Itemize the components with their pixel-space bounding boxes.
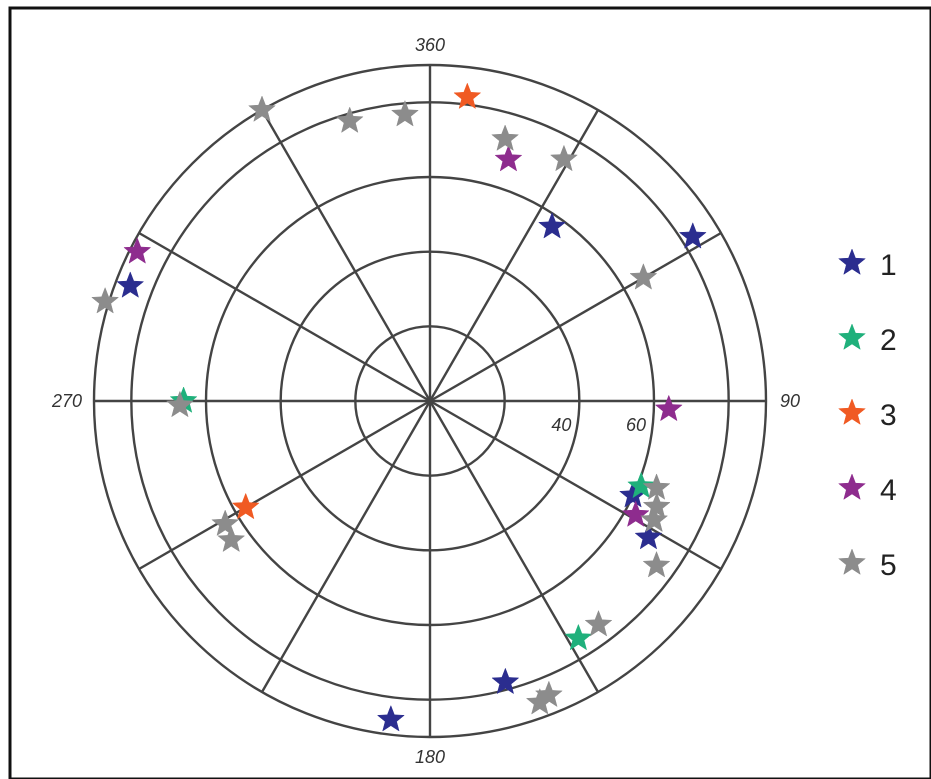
series-5-point-14 <box>165 390 194 418</box>
angle-label-90: 90 <box>780 391 800 411</box>
angular-grid-line-150 <box>428 400 600 693</box>
legend-label-3: 3 <box>880 399 897 432</box>
legend-label-4: 4 <box>880 474 897 507</box>
series-5-point-13 <box>211 509 240 536</box>
series-1-point-7 <box>116 271 145 298</box>
angle-label-360: 360 <box>415 35 445 55</box>
series-5-point-8 <box>642 550 671 578</box>
angular-grid-line-210 <box>260 400 432 693</box>
series-1-point-2 <box>678 222 707 249</box>
series-4-point-3 <box>621 500 650 527</box>
legend-label-2: 2 <box>880 324 897 357</box>
angular-grid-line-330 <box>260 109 432 402</box>
angular-grid-line-60 <box>429 231 722 403</box>
series-3-point-2 <box>231 492 260 520</box>
series-1-point-5 <box>491 667 520 695</box>
series-5-point-15 <box>91 286 120 314</box>
series-4-point-1 <box>494 144 523 172</box>
angular-grid-line-120 <box>429 399 722 571</box>
series-5-point-1 <box>390 99 419 127</box>
series-1-point-4 <box>634 522 663 550</box>
series-1-point-1 <box>538 211 567 239</box>
axis-labels: 360 90 180 270 40 60 <box>51 35 800 767</box>
angle-label-180: 180 <box>415 747 445 767</box>
legend-label-1: 1 <box>880 249 897 282</box>
polar-grid <box>92 63 768 739</box>
series-3-point-1 <box>453 82 482 110</box>
legend-marker-3 <box>838 398 866 425</box>
series-4-point-2 <box>654 394 683 422</box>
center-point <box>427 398 433 404</box>
series-5-point-7 <box>640 505 669 533</box>
series-2-point-1 <box>627 471 656 499</box>
series-5-point-11 <box>525 688 554 715</box>
series-5-point-4 <box>629 263 658 290</box>
legend-marker-4 <box>838 473 866 500</box>
legend: 1 2 3 4 5 <box>838 248 897 582</box>
legend-marker-2 <box>838 323 866 350</box>
series-1-point-6 <box>376 704 405 732</box>
angular-grid-line-240 <box>138 399 431 571</box>
chart-border <box>8 6 931 779</box>
legend-marker-5 <box>838 548 866 575</box>
series-5-point-2 <box>491 124 520 151</box>
series-5-point-12 <box>217 525 246 553</box>
angular-grid-line-300 <box>138 231 431 403</box>
legend-marker-1 <box>838 248 866 275</box>
angle-label-270: 270 <box>51 391 82 411</box>
series-2-point-2 <box>564 623 593 651</box>
series-5-point-16 <box>248 95 276 122</box>
data-points <box>91 82 707 732</box>
series-4-point-4 <box>123 237 152 264</box>
legend-label-5: 5 <box>880 549 897 582</box>
series-5-point-17 <box>335 106 364 133</box>
radial-label-60: 60 <box>626 415 646 435</box>
series-5-point-9 <box>584 609 613 637</box>
series-5-point-3 <box>549 144 578 172</box>
radial-label-40: 40 <box>551 415 571 435</box>
